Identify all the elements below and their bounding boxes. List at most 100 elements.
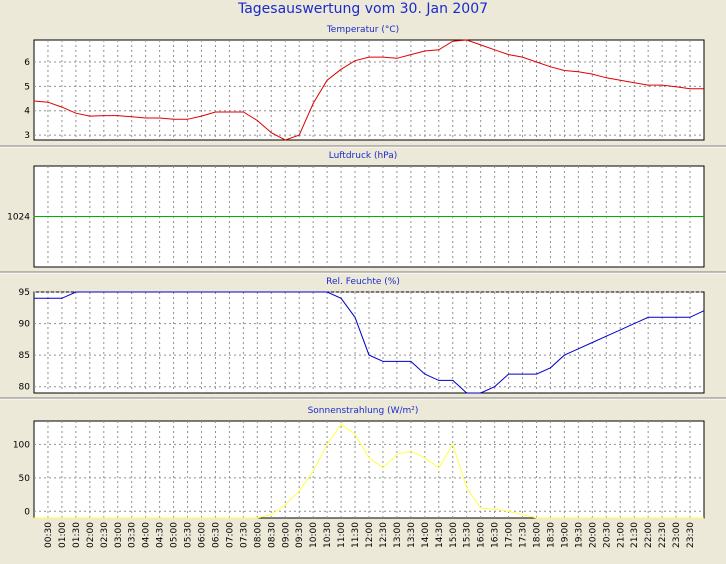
x-tick-label: 18:00 (533, 522, 543, 548)
humidity-data-point (647, 316, 649, 318)
temperature-data-point (396, 57, 398, 59)
humidity-data-point (312, 291, 314, 293)
humidity-data-point (145, 291, 147, 293)
humidity-data-point (480, 392, 482, 394)
solar-data-point (270, 514, 272, 516)
temperature-data-point (410, 54, 412, 56)
solar-data-point (326, 443, 328, 445)
humidity-data-point (340, 297, 342, 299)
temperature-data-point (33, 100, 35, 102)
x-tick-label: 04:00 (142, 522, 152, 548)
solar-data-point (480, 507, 482, 509)
y-tick-label: 85 (19, 351, 30, 361)
humidity-data-point (173, 291, 175, 293)
temperature-data-point (242, 111, 244, 113)
solar-data-point (89, 517, 91, 519)
humidity-data-point (201, 291, 202, 293)
x-tick-label: 07:30 (239, 522, 249, 548)
solar-chart: 0 50 100 (13, 420, 705, 519)
temperature-panel-title: Temperatur (°C) (326, 25, 400, 35)
solar-data-point (47, 517, 49, 519)
solar-data-point (173, 517, 175, 519)
solar-data-point (284, 504, 286, 506)
x-tick-label: 10:30 (323, 522, 333, 548)
solar-data-point (396, 453, 398, 455)
humidity-data-point (214, 291, 216, 293)
x-tick-label: 12:30 (379, 522, 389, 548)
x-tick-label: 02:30 (100, 522, 110, 548)
x-tick-label: 15:00 (449, 522, 459, 548)
pressure-panel-title: Luftdruck (hPa) (328, 151, 398, 161)
solar-data-point (494, 508, 496, 510)
temperature-data-point (312, 102, 314, 104)
x-tick-label: 01:30 (72, 522, 82, 548)
humidity-data-point (47, 297, 49, 299)
solar-data-point (228, 517, 230, 519)
x-tick-label: 03:00 (114, 522, 124, 548)
solar-data-point (689, 517, 691, 519)
x-tick-label: 19:00 (560, 522, 570, 548)
y-tick-label: 6 (24, 58, 30, 68)
x-tick-label: 11:30 (351, 522, 361, 548)
x-tick-label: 11:00 (337, 522, 347, 548)
humidity-data-point (633, 323, 635, 325)
x-tick-label: 21:00 (616, 522, 626, 548)
solar-plot-area (33, 420, 705, 519)
humidity-data-point (466, 392, 468, 394)
solar-data-point (117, 517, 119, 519)
temperature-data-point (508, 54, 510, 56)
x-tick-label: 05:30 (184, 522, 194, 548)
temperature-data-point (61, 106, 63, 108)
temperature-data-point (522, 56, 524, 58)
solar-data-point (410, 450, 412, 452)
solar-data-point (354, 433, 356, 435)
y-tick-label: 5 (24, 82, 30, 92)
humidity-data-point (536, 373, 537, 375)
solar-data-point (675, 517, 677, 519)
temperature-data-point (382, 56, 384, 58)
temperature-data-point (591, 73, 593, 75)
y-tick-label: 3 (24, 131, 30, 141)
x-tick-label: 09:30 (295, 522, 305, 548)
humidity-data-point (549, 367, 551, 369)
x-tick-label: 22:00 (644, 522, 654, 548)
temperature-data-point (703, 88, 705, 90)
humidity-data-point (187, 291, 189, 293)
humidity-data-point (270, 291, 272, 293)
humidity-data-point (33, 297, 35, 299)
solar-data-point (563, 517, 565, 519)
solar-data-point (201, 517, 202, 519)
temperature-data-point (298, 134, 300, 136)
humidity-data-point (424, 373, 426, 375)
temperature-data-point (187, 118, 189, 120)
temperature-data-point (228, 111, 230, 113)
humidity-data-point (368, 354, 370, 356)
y-tick-label: 50 (19, 474, 31, 484)
solar-data-point (382, 467, 384, 469)
temperature-data-point (452, 40, 454, 42)
solar-panel-title: Sonnenstrahlung (W/m²) (307, 406, 419, 416)
temperature-chart: 3 4 5 6 (24, 39, 705, 141)
x-tick-label: 16:30 (491, 522, 501, 548)
temperature-data-point (577, 71, 579, 73)
humidity-data-point (410, 360, 412, 362)
temperature-data-point (605, 77, 607, 79)
solar-data-point (368, 457, 370, 459)
x-tick-label: 08:30 (267, 522, 277, 548)
solar-data-point (256, 517, 258, 519)
x-tick-label: 13:00 (393, 522, 403, 548)
temperature-data-point (494, 49, 496, 51)
y-tick-label: 95 (19, 288, 30, 298)
x-tick-label: 06:30 (212, 522, 222, 548)
solar-data-point (75, 517, 77, 519)
temperature-data-point (563, 69, 565, 71)
solar-data-point (298, 490, 300, 492)
temperature-data-point (103, 115, 105, 117)
solar-data-point (661, 517, 663, 519)
temperature-data-point (633, 82, 635, 84)
solar-data-point (508, 510, 510, 512)
x-tick-label: 07:00 (225, 522, 235, 548)
solar-data-point (187, 517, 189, 519)
temperature-data-point (340, 68, 342, 70)
